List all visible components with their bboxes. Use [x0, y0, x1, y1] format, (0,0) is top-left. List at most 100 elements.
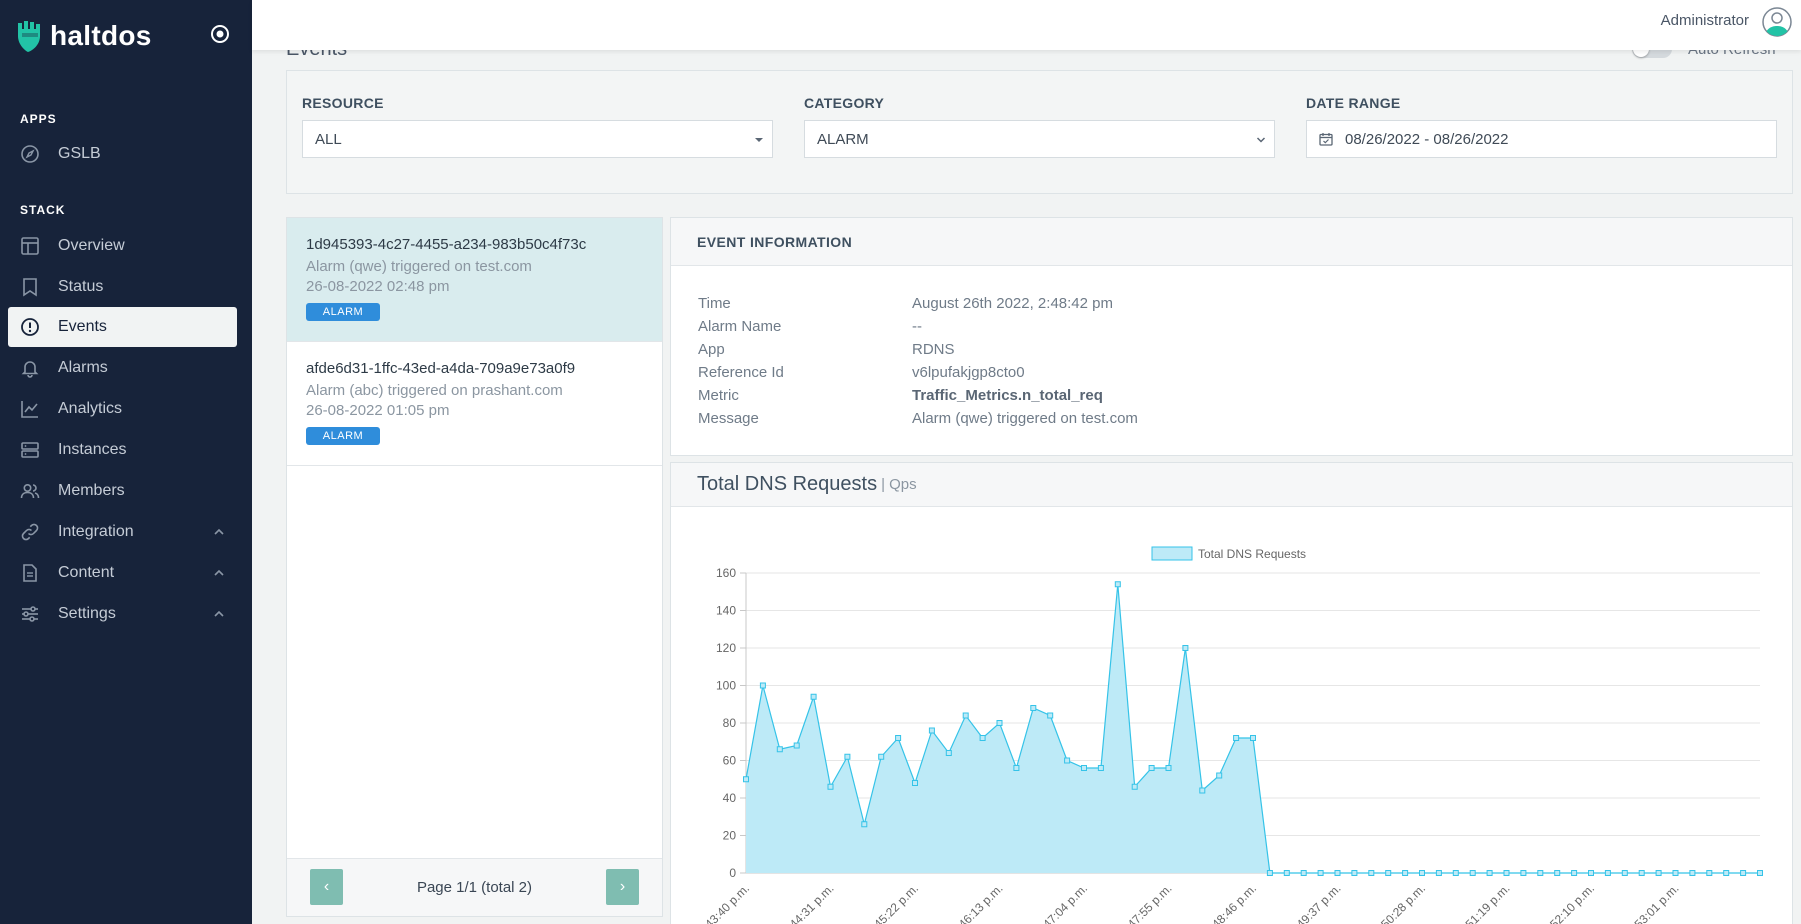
brand-logo[interactable]: haltdos: [16, 18, 152, 54]
event-information-panel: EVENT INFORMATION Time August 26th 2022, …: [670, 217, 1793, 456]
detail-value: --: [912, 318, 922, 335]
data-point: [1571, 870, 1578, 876]
sidebar-item-events[interactable]: Events: [8, 307, 237, 347]
bell-icon: [21, 361, 39, 378]
sidebar-item-members[interactable]: Members: [8, 471, 237, 511]
data-point: [962, 712, 969, 719]
sidebar-item-integration[interactable]: Integration: [8, 512, 237, 552]
data-point: [1469, 870, 1476, 876]
x-tick-label: 2:53:01 p.m.: [1625, 881, 1682, 924]
event-description: Alarm (abc) triggered on prashant.com: [306, 382, 563, 399]
next-page-button[interactable]: ›: [606, 869, 639, 905]
sidebar-toggle-icon[interactable]: [210, 24, 230, 44]
data-point: [1199, 787, 1206, 794]
legend-label: Total DNS Requests: [1198, 547, 1306, 561]
data-point: [1385, 870, 1392, 876]
prev-page-button[interactable]: ‹: [310, 869, 343, 905]
data-point: [895, 735, 902, 741]
x-tick-label: 2:47:55 p.m.: [1118, 881, 1175, 924]
event-list: 1d945393-4c27-4455-a234-983b50c4f73c Ala…: [286, 217, 663, 917]
x-tick-label: 2:46:13 p.m.: [949, 881, 1006, 924]
resource-label: RESOURCE: [302, 95, 384, 111]
date-range-input[interactable]: 08/26/2022 - 08/26/2022: [1306, 120, 1777, 158]
sidebar-item-analytics[interactable]: Analytics: [8, 389, 237, 429]
event-details: Time August 26th 2022, 2:48:42 pm Alarm N…: [698, 295, 1138, 433]
data-point: [1419, 870, 1425, 876]
x-tick-label: 2:52:10 p.m.: [1540, 881, 1597, 924]
detail-row-reference-id: Reference Id v6lpufakjgp8cto0: [698, 364, 1138, 387]
x-tick-label: 2:45:22 p.m.: [864, 881, 921, 924]
data-point: [759, 682, 766, 689]
event-list-item[interactable]: afde6d31-1ffc-43ed-a4da-709a9e73a0f9 Ala…: [287, 342, 662, 466]
dns-requests-chart: 0 20 40 60 80 100 120 140 160 2:43:40 p.m. 2:44:31…: [695, 546, 1763, 924]
category-label: CATEGORY: [804, 95, 885, 111]
data-point: [1520, 870, 1527, 876]
data-point: [1334, 870, 1341, 876]
sidebar-item-gslb[interactable]: GSLB: [8, 134, 237, 174]
event-type-badge: ALARM: [306, 303, 380, 321]
detail-value: Traffic_Metrics.n_total_req: [912, 387, 1103, 404]
data-point: [979, 735, 986, 741]
data-point: [1351, 870, 1358, 876]
data-point: [1554, 870, 1561, 876]
sidebar-item-label: Status: [58, 278, 104, 295]
detail-key: App: [698, 341, 725, 358]
line-chart-icon: [21, 401, 38, 418]
detail-row-alarm-name: Alarm Name --: [698, 318, 1138, 341]
data-point: [1537, 870, 1544, 876]
section-label-stack: STACK: [20, 203, 66, 217]
sidebar: haltdos APPS GSLB STACK Overview Status …: [0, 0, 252, 924]
y-tick-label: 20: [723, 829, 737, 843]
avatar-icon[interactable]: [1761, 6, 1793, 38]
category-select[interactable]: ALARM: [804, 120, 1275, 158]
data-point: [1300, 870, 1307, 876]
data-point: [1402, 870, 1409, 876]
data-point: [1723, 870, 1730, 876]
data-point: [1689, 870, 1696, 876]
data-point: [861, 821, 868, 828]
category-value: ALARM: [817, 130, 869, 148]
event-list-item[interactable]: 1d945393-4c27-4455-a234-983b50c4f73c Ala…: [287, 218, 662, 342]
data-point: [1368, 870, 1375, 876]
data-point: [1672, 870, 1679, 876]
data-point: [1638, 870, 1645, 876]
data-point: [1081, 765, 1087, 771]
resource-select[interactable]: ALL: [302, 120, 773, 158]
resource-value: ALL: [315, 130, 342, 148]
data-point: [844, 753, 851, 760]
sidebar-item-alarms[interactable]: Alarms: [8, 348, 237, 388]
user-name[interactable]: Administrator: [1660, 12, 1749, 29]
data-point: [1233, 735, 1240, 741]
top-header: Administrator: [252, 0, 1801, 50]
data-point: [1030, 705, 1037, 711]
x-tick-label: 2:49:37 p.m.: [1287, 881, 1344, 924]
data-point: [1452, 870, 1459, 876]
data-point: [1317, 870, 1324, 876]
data-point: [1604, 870, 1611, 876]
detail-key: Message: [698, 410, 759, 427]
sidebar-item-label: Analytics: [58, 400, 123, 417]
sidebar-item-content[interactable]: Content: [8, 553, 237, 593]
data-point: [776, 746, 783, 753]
chevron-up-icon: [214, 569, 224, 576]
date-range-filter: DATE RANGE 08/26/2022 - 08/26/2022: [1306, 95, 1777, 158]
sidebar-item-status[interactable]: Status: [8, 267, 237, 307]
sidebar-item-label: Settings: [58, 605, 116, 622]
detail-row-message: Message Alarm (qwe) triggered on test.com: [698, 410, 1138, 433]
sidebar-item-instances[interactable]: Instances: [8, 430, 237, 470]
event-information-header: EVENT INFORMATION: [671, 218, 1792, 266]
sidebar-item-settings[interactable]: Settings: [8, 594, 237, 634]
sidebar-item-overview[interactable]: Overview: [8, 226, 237, 266]
link-icon: [21, 523, 39, 541]
data-point: [1013, 765, 1020, 771]
y-tick-label: 140: [716, 604, 736, 618]
data-point: [912, 780, 918, 786]
event-type-badge: ALARM: [306, 427, 380, 445]
calendar-icon: [1319, 133, 1333, 146]
chart-title: Total DNS Requests: [697, 473, 878, 495]
date-range-value: 08/26/2022 - 08/26/2022: [1345, 130, 1509, 148]
data-point: [1283, 870, 1290, 876]
data-point: [810, 693, 817, 700]
event-id: 1d945393-4c27-4455-a234-983b50c4f73c: [306, 236, 587, 253]
y-tick-label: 160: [716, 566, 736, 580]
